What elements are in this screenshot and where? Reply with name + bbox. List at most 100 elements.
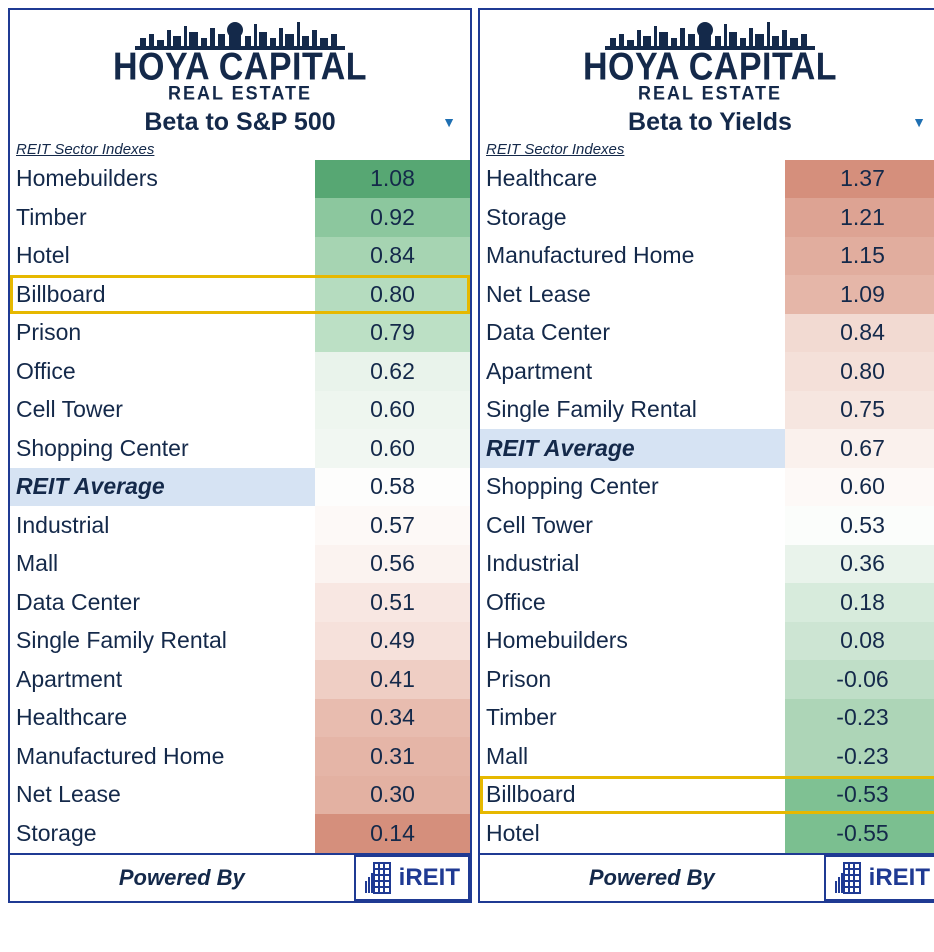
row-label: Mall xyxy=(480,737,785,776)
row-label: Prison xyxy=(480,660,785,699)
ireit-text: iREIT xyxy=(399,864,460,892)
panel: HOYA CAPITAL REAL ESTATE Beta to S&P 500… xyxy=(8,8,472,903)
chevron-down-icon[interactable]: ▼ xyxy=(912,114,926,130)
chevron-down-icon[interactable]: ▼ xyxy=(442,114,456,130)
row-value: 1.21 xyxy=(785,198,934,237)
row-value: 1.15 xyxy=(785,237,934,276)
table-row: Office 0.18 xyxy=(480,583,934,622)
row-label: Homebuilders xyxy=(10,160,315,199)
row-label: Net Lease xyxy=(480,275,785,314)
row-value: 0.75 xyxy=(785,391,934,430)
table-row: Single Family Rental 0.49 xyxy=(10,622,470,661)
row-value: -0.23 xyxy=(785,737,934,776)
row-label: REIT Average xyxy=(480,429,785,468)
row-value: 0.60 xyxy=(315,429,470,468)
subheader: REIT Sector Indexes xyxy=(480,141,934,160)
ireit-text: iREIT xyxy=(869,864,930,892)
title-row: Beta to S&P 500 ▼ xyxy=(10,106,470,141)
panels-container: HOYA CAPITAL REAL ESTATE Beta to S&P 500… xyxy=(8,8,934,903)
row-label: Shopping Center xyxy=(10,429,315,468)
panel: HOYA CAPITAL REAL ESTATE Beta to Yields … xyxy=(478,8,934,903)
row-label: Hotel xyxy=(10,237,315,276)
table-row: REIT Average 0.67 xyxy=(480,429,934,468)
row-label: Data Center xyxy=(10,583,315,622)
table-row: Healthcare 0.34 xyxy=(10,699,470,738)
row-value: 1.09 xyxy=(785,275,934,314)
row-value: 0.80 xyxy=(785,352,934,391)
title-row: Beta to Yields ▼ xyxy=(480,106,934,141)
table-row: Shopping Center 0.60 xyxy=(10,429,470,468)
footer: Powered By iREIT xyxy=(10,853,470,901)
table-row: Storage 1.21 xyxy=(480,198,934,237)
table-row: Timber 0.92 xyxy=(10,198,470,237)
table-row: Net Lease 0.30 xyxy=(10,776,470,815)
row-label: REIT Average xyxy=(10,468,315,507)
building-icon xyxy=(834,861,864,895)
row-label: Manufactured Home xyxy=(480,237,785,276)
powered-by-label: Powered By xyxy=(480,865,824,891)
table-row: Apartment 0.41 xyxy=(10,660,470,699)
rows-container: Homebuilders 1.08 Timber 0.92 Hotel 0.84… xyxy=(10,160,470,853)
row-value: -0.06 xyxy=(785,660,934,699)
row-label: Office xyxy=(480,583,785,622)
row-label: Healthcare xyxy=(480,160,785,199)
row-value: 0.31 xyxy=(315,737,470,776)
brand-sub: REAL ESTATE xyxy=(10,82,470,105)
brand-main: HOYA CAPITAL xyxy=(10,50,470,85)
row-value: 0.30 xyxy=(315,776,470,815)
brand-main: HOYA CAPITAL xyxy=(480,50,934,85)
row-value: 0.80 xyxy=(315,275,470,314)
row-label: Mall xyxy=(10,545,315,584)
row-value: 0.14 xyxy=(315,814,470,853)
subheader: REIT Sector Indexes xyxy=(10,141,470,160)
logo-area: HOYA CAPITAL REAL ESTATE xyxy=(480,10,934,106)
row-label: Data Center xyxy=(480,314,785,353)
table-row: Prison 0.79 xyxy=(10,314,470,353)
row-label: Manufactured Home xyxy=(10,737,315,776)
row-label: Industrial xyxy=(480,545,785,584)
row-label: Prison xyxy=(10,314,315,353)
building-icon xyxy=(364,861,394,895)
row-label: Apartment xyxy=(10,660,315,699)
table-row: Manufactured Home 0.31 xyxy=(10,737,470,776)
table-row: Homebuilders 1.08 xyxy=(10,160,470,199)
row-value: 0.57 xyxy=(315,506,470,545)
row-value: 0.62 xyxy=(315,352,470,391)
row-label: Timber xyxy=(10,198,315,237)
row-value: 0.60 xyxy=(315,391,470,430)
row-value: 0.18 xyxy=(785,583,934,622)
table-row: Shopping Center 0.60 xyxy=(480,468,934,507)
row-label: Billboard xyxy=(480,776,785,815)
row-label: Timber xyxy=(480,699,785,738)
row-value: 0.84 xyxy=(785,314,934,353)
row-label: Single Family Rental xyxy=(10,622,315,661)
table-row: Billboard 0.80 xyxy=(10,275,470,314)
row-value: 0.67 xyxy=(785,429,934,468)
row-value: 0.34 xyxy=(315,699,470,738)
row-value: 0.56 xyxy=(315,545,470,584)
row-label: Cell Tower xyxy=(10,391,315,430)
ireit-logo-box: iREIT xyxy=(824,855,934,901)
row-label: Cell Tower xyxy=(480,506,785,545)
table-row: Apartment 0.80 xyxy=(480,352,934,391)
panel-title: Beta to Yields xyxy=(628,108,792,137)
brand-sub: REAL ESTATE xyxy=(480,82,934,105)
row-label: Industrial xyxy=(10,506,315,545)
row-value: 0.79 xyxy=(315,314,470,353)
row-label: Office xyxy=(10,352,315,391)
table-row: Mall 0.56 xyxy=(10,545,470,584)
row-value: 0.60 xyxy=(785,468,934,507)
table-row: Cell Tower 0.60 xyxy=(10,391,470,430)
table-row: Single Family Rental 0.75 xyxy=(480,391,934,430)
rows-container: Healthcare 1.37 Storage 1.21 Manufacture… xyxy=(480,160,934,853)
row-value: 0.41 xyxy=(315,660,470,699)
row-label: Healthcare xyxy=(10,699,315,738)
row-value: 0.53 xyxy=(785,506,934,545)
logo-area: HOYA CAPITAL REAL ESTATE xyxy=(10,10,470,106)
row-label: Apartment xyxy=(480,352,785,391)
table-row: Homebuilders 0.08 xyxy=(480,622,934,661)
row-value: 0.58 xyxy=(315,468,470,507)
table-row: Industrial 0.36 xyxy=(480,545,934,584)
row-value: 1.08 xyxy=(315,160,470,199)
table-row: Timber -0.23 xyxy=(480,699,934,738)
